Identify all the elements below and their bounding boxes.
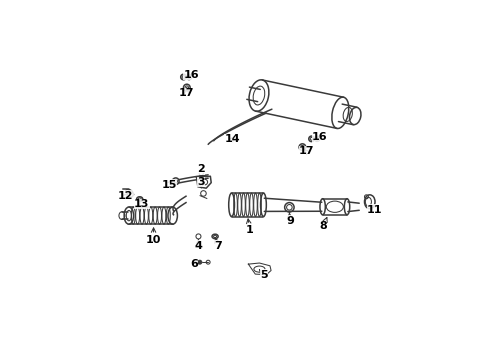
Text: 5: 5	[259, 270, 268, 280]
Text: 6: 6	[190, 258, 199, 269]
Text: 12: 12	[118, 191, 134, 201]
Text: 2: 2	[197, 164, 205, 178]
Text: 7: 7	[214, 238, 222, 251]
Text: 15: 15	[162, 179, 177, 190]
Circle shape	[198, 260, 202, 264]
Text: 14: 14	[224, 134, 240, 144]
Text: 9: 9	[286, 213, 294, 226]
Text: 13: 13	[134, 199, 149, 209]
Text: 17: 17	[179, 88, 195, 98]
Text: 4: 4	[195, 240, 202, 251]
Text: 8: 8	[319, 217, 327, 231]
Text: 3: 3	[197, 177, 205, 188]
Text: 10: 10	[146, 228, 161, 245]
Text: 16: 16	[312, 132, 328, 143]
Text: 17: 17	[299, 146, 314, 156]
Text: 11: 11	[367, 204, 382, 215]
Circle shape	[316, 138, 318, 140]
Circle shape	[188, 76, 191, 78]
Text: 1: 1	[246, 219, 254, 235]
Text: 16: 16	[184, 70, 199, 80]
